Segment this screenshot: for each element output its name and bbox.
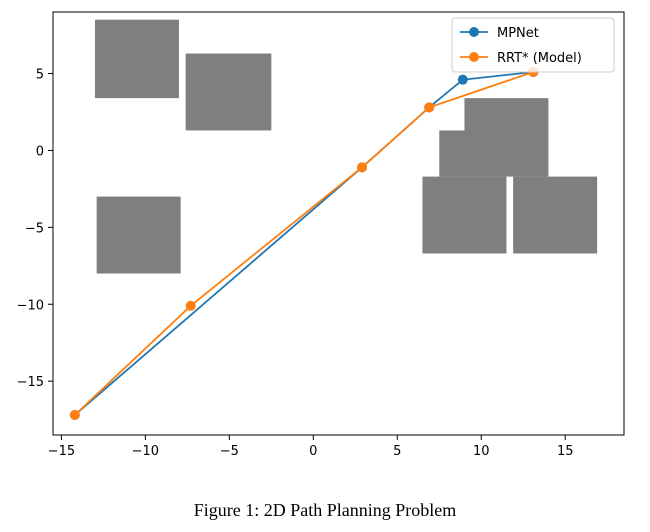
x-tick-label: 5 <box>393 444 401 459</box>
y-tick-label: −5 <box>25 221 44 236</box>
obstacle-6 <box>422 176 507 254</box>
legend-frame <box>451 17 615 73</box>
point-rrt-model-2 <box>185 300 196 311</box>
obstacle-3 <box>96 196 181 274</box>
x-tick-label: −5 <box>220 444 239 459</box>
x-tick-label: −15 <box>48 444 75 459</box>
x-tick-label: 15 <box>557 444 574 459</box>
legend-label-mpnet: MPNet <box>497 26 539 41</box>
y-tick-label: −10 <box>17 298 44 313</box>
obstacle-7 <box>513 176 598 254</box>
obstacles <box>94 19 598 274</box>
point-rrt-model-3 <box>357 162 368 173</box>
point-mpnet-4 <box>457 74 468 85</box>
x-tick-label: 10 <box>473 444 490 459</box>
figure-caption: Figure 1: 2D Path Planning Problem <box>193 500 457 520</box>
path-planning-chart: −15 −10 −5 0 5 10 15 5 0 −5 −10 −15 MPNet RRT* (Mod… <box>17 11 625 459</box>
point-rrt-model-4 <box>424 102 435 113</box>
obstacle-2 <box>185 53 272 131</box>
obstacle-5 <box>464 98 549 177</box>
obstacle-1 <box>94 19 179 99</box>
legend-label-rrt: RRT* (Model) <box>497 51 582 66</box>
y-tick-label: 5 <box>36 68 44 83</box>
x-tick-label: −10 <box>132 444 159 459</box>
point-rrt-model-1 <box>69 410 80 421</box>
y-tick-label: 0 <box>36 144 44 159</box>
x-tick-label: 0 <box>309 444 317 459</box>
legend-marker-rrt <box>469 52 479 62</box>
legend-marker-mpnet <box>469 27 479 37</box>
y-tick-label: −15 <box>17 375 44 390</box>
axes-frame <box>52 11 625 436</box>
axis-ticks: −15 −10 −5 0 5 10 15 5 0 −5 −10 −15 <box>17 68 574 459</box>
legend: MPNet RRT* (Model) <box>451 17 615 73</box>
